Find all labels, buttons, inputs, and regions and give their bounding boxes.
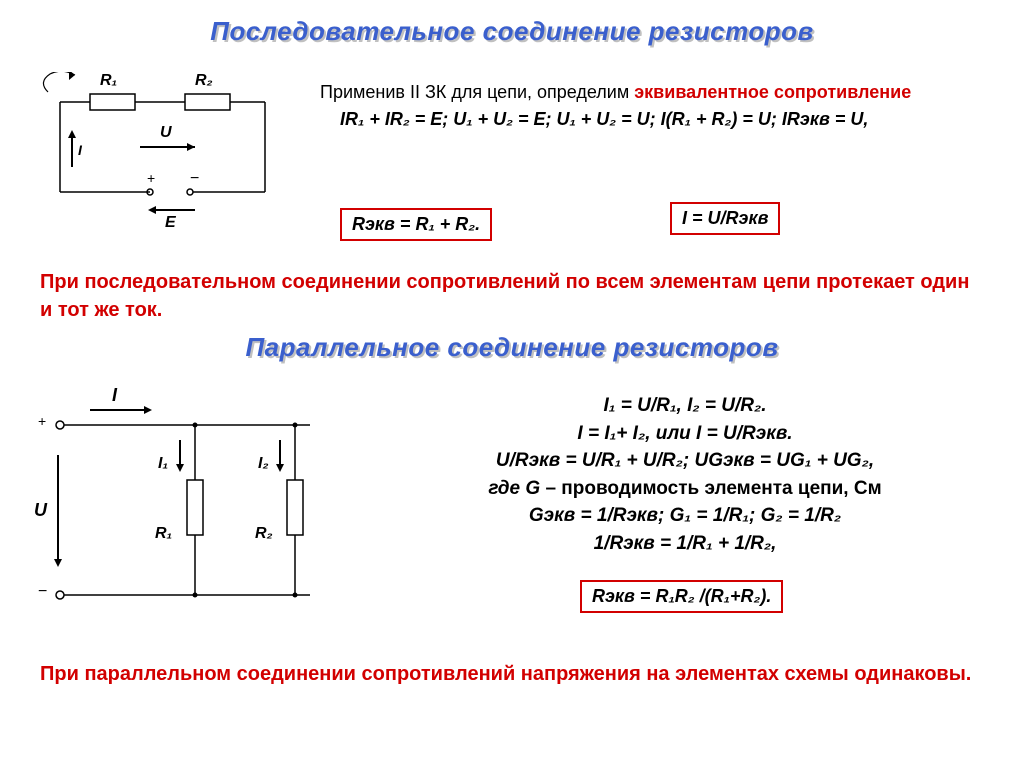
p-label-minus: −	[38, 583, 47, 601]
p-line3: U/Rэкв = U/R₁ + U/R₂; UGэкв = UG₁ + UG₂,	[370, 447, 1000, 475]
series-intro-prefix: Применив II ЗК для цепи, определим	[320, 82, 634, 102]
series-formula-2: I = U/Rэкв	[670, 202, 780, 235]
p-line6: 1/Rэкв = 1/R₁ + 1/R₂,	[370, 530, 1000, 558]
parallel-conclusion: При параллельном соединении сопротивлени…	[40, 660, 980, 688]
label-minus: −	[190, 170, 199, 188]
parallel-formula: Rэкв = R₁R₂ /(R₁+R₂).	[580, 580, 783, 613]
p-label-I1: I₁	[158, 455, 168, 473]
title-series-text: Последовательное соединение резисторов	[210, 16, 813, 46]
title-parallel: Параллельное соединение резисторов	[0, 332, 1024, 363]
label-R1: R₁	[100, 72, 117, 90]
p-label-plus: +	[38, 413, 46, 429]
series-formula-1: Rэкв = R₁ + R₂.	[340, 208, 492, 241]
p-line2: I = I₁+ I₂, или I = U/Rэкв.	[370, 420, 1000, 448]
title-series: Последовательное соединение резисторов	[0, 16, 1024, 47]
label-I: I	[78, 142, 82, 158]
p-line5: Gэкв = 1/Rэкв; G₁ = 1/R₁; G₂ = 1/R₂	[370, 502, 1000, 530]
p-label-I2: I₂	[258, 455, 269, 473]
series-intro-red: эквивалентное сопротивление	[634, 82, 911, 102]
label-U: U	[160, 124, 172, 142]
label-E: E	[165, 214, 176, 232]
p-label-R2: R₂	[255, 525, 273, 543]
series-conclusion: При последовательном соединении сопротив…	[40, 268, 980, 324]
series-circuit: R₁ R₂ U I E + −	[20, 72, 300, 242]
parallel-circuit: I I₁ I₂ R₁ R₂ U + −	[20, 385, 340, 635]
p-label-R1: R₁	[155, 525, 172, 543]
p-label-U: U	[34, 500, 47, 521]
p-line4: где G где G – проводимость элемента цепи…	[370, 475, 1000, 503]
series-intro: Применив II ЗК для цепи, определим эквив…	[300, 80, 1000, 105]
parallel-text: I₁ = U/R₁, I₂ = U/R₂. I = I₁+ I₂, или I …	[370, 392, 1000, 557]
series-eq: IR₁ + IR₂ = E; U₁ + U₂ = E; U₁ + U₂ = U;…	[340, 107, 1000, 132]
label-plus: +	[147, 170, 155, 186]
p-label-I: I	[112, 385, 117, 406]
p-line1: I₁ = U/R₁, I₂ = U/R₂.	[370, 392, 1000, 420]
label-R2: R₂	[195, 72, 213, 90]
series-text: Применив II ЗК для цепи, определим эквив…	[300, 80, 1000, 132]
title-parallel-text: Параллельное соединение резисторов	[245, 332, 778, 362]
